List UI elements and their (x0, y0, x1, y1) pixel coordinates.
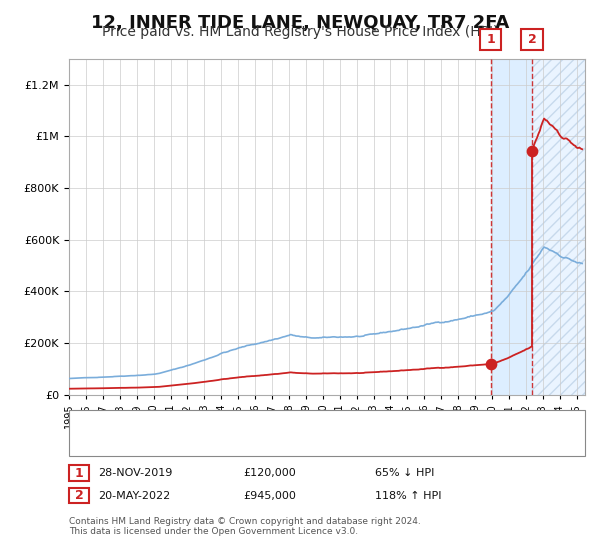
Text: 20-MAY-2022: 20-MAY-2022 (98, 491, 170, 501)
Text: £945,000: £945,000 (243, 491, 296, 501)
Text: 65% ↓ HPI: 65% ↓ HPI (375, 468, 434, 478)
Text: 12, INNER TIDE LANE, NEWQUAY, TR7 2FA (detached house): 12, INNER TIDE LANE, NEWQUAY, TR7 2FA (d… (108, 418, 421, 428)
Text: This data is licensed under the Open Government Licence v3.0.: This data is licensed under the Open Gov… (69, 528, 358, 536)
Text: 2: 2 (528, 33, 536, 46)
Point (486, 360, 496, 368)
Bar (491, 59, 532, 395)
Text: ——: —— (80, 416, 107, 430)
Text: 28-NOV-2019: 28-NOV-2019 (98, 468, 172, 478)
Point (527, 146, 537, 155)
Text: Price paid vs. HM Land Registry's House Price Index (HPI): Price paid vs. HM Land Registry's House … (102, 25, 498, 39)
Text: 12, INNER TIDE LANE, NEWQUAY, TR7 2FA: 12, INNER TIDE LANE, NEWQUAY, TR7 2FA (91, 14, 509, 32)
Text: 118% ↑ HPI: 118% ↑ HPI (375, 491, 442, 501)
Text: ——: —— (80, 437, 107, 451)
Bar (532, 59, 585, 395)
Text: 1: 1 (74, 466, 83, 480)
Text: Contains HM Land Registry data © Crown copyright and database right 2024.: Contains HM Land Registry data © Crown c… (69, 517, 421, 526)
Text: £120,000: £120,000 (243, 468, 296, 478)
Text: 2: 2 (74, 489, 83, 502)
Text: HPI: Average price, detached house, Cornwall: HPI: Average price, detached house, Corn… (108, 439, 346, 449)
Text: 1: 1 (486, 33, 495, 46)
